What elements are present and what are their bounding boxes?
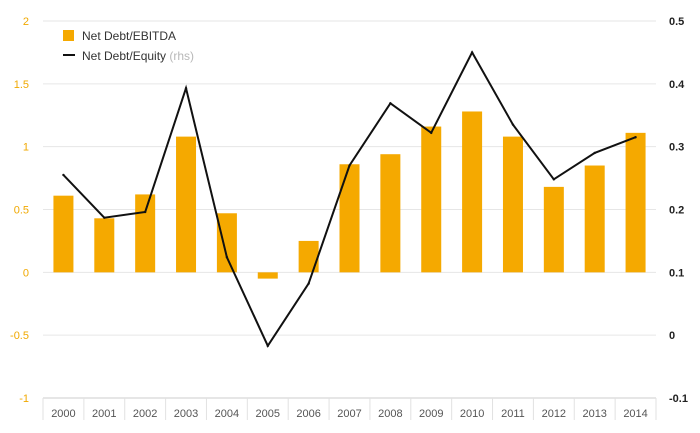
line-point [103, 216, 106, 219]
bar [53, 195, 74, 273]
left-axis: -1 -0.5 0 0.5 1 1.5 2 [10, 16, 29, 405]
line-point [348, 164, 351, 167]
x-tick-label: 2013 [582, 408, 606, 420]
line-point [511, 123, 515, 126]
legend-label-bar: Net Debt/EBITDA [82, 29, 176, 43]
line-point [634, 136, 637, 139]
legend-line-name: Net Debt/Equity [82, 49, 166, 63]
x-axis: 2000 2001 2002 2003 2004 2005 2006 2007 2008 2009… [42, 397, 657, 420]
x-tick-label: 2014 [623, 408, 647, 420]
x-tick-label: 2007 [337, 408, 361, 420]
right-tick-label: 0 [669, 330, 675, 342]
bar [94, 218, 115, 273]
x-tick-label: 2011 [501, 408, 525, 420]
bar-series-net-debt-ebitda [53, 111, 646, 279]
bar [176, 136, 197, 273]
bar [135, 194, 156, 273]
x-tick-label: 2009 [419, 408, 443, 420]
left-tick-label: -0.5 [10, 330, 29, 342]
line-point [593, 151, 596, 155]
legend-line-note: (rhs) [169, 49, 194, 63]
line-point [62, 173, 65, 177]
legend-label-line: Net Debt/Equity (rhs) [82, 49, 194, 63]
line-point [552, 178, 556, 181]
right-tick-label: 0.3 [669, 142, 684, 154]
line-series-net-debt-equity [62, 50, 637, 348]
x-tick-label: 2002 [133, 408, 157, 420]
bar [257, 272, 278, 279]
left-tick-label: 1 [23, 142, 29, 154]
bar [502, 136, 523, 273]
line-point [266, 344, 269, 348]
line-point [470, 51, 474, 54]
legend-swatch-bar [63, 30, 74, 41]
x-tick-label: 2005 [256, 408, 280, 420]
bar [584, 165, 605, 273]
bar [543, 186, 564, 273]
x-tick-label: 2004 [215, 408, 239, 420]
bar [298, 240, 319, 273]
left-tick-label: -1 [19, 393, 29, 405]
right-tick-label: 0.5 [669, 16, 684, 28]
line-point [143, 210, 147, 214]
line-point [307, 282, 310, 285]
x-tick-label: 2010 [460, 408, 484, 420]
left-tick-label: 2 [23, 16, 29, 28]
left-tick-label: 0.5 [14, 205, 29, 217]
line-point [389, 102, 392, 105]
right-axis: -0.1 0 0.1 0.2 0.3 0.4 0.5 [669, 16, 688, 405]
bar [339, 164, 360, 273]
bar [421, 126, 442, 273]
left-tick-label: 0 [23, 267, 29, 279]
right-tick-label: 0.4 [669, 79, 685, 91]
x-tick-label: 2000 [51, 408, 75, 420]
bar [462, 111, 483, 273]
x-tick-label: 2008 [378, 408, 402, 420]
line-point [430, 131, 433, 135]
x-tick-label: 2006 [296, 408, 320, 420]
right-tick-label: 0.1 [669, 267, 684, 279]
line-point [225, 256, 229, 259]
legend: Net Debt/EBITDA Net Debt/Equity (rhs) [63, 29, 194, 63]
right-tick-label: 0.2 [669, 205, 684, 217]
x-tick-label: 2003 [174, 408, 198, 420]
x-tick-label: 2012 [542, 408, 566, 420]
left-tick-label: 1.5 [14, 79, 29, 91]
x-tick-label: 2001 [92, 408, 116, 420]
bar [380, 154, 401, 273]
bar [625, 132, 646, 273]
line-point [184, 87, 188, 90]
bar [216, 213, 237, 273]
right-tick-label: -0.1 [669, 393, 688, 405]
